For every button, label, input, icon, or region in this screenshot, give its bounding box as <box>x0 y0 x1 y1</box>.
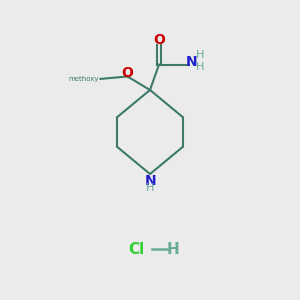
Text: N: N <box>145 174 156 188</box>
Text: N: N <box>186 55 198 69</box>
Text: Cl: Cl <box>128 242 145 256</box>
Text: H: H <box>196 62 205 73</box>
Text: H: H <box>166 242 179 256</box>
Text: O: O <box>153 33 165 46</box>
Text: O: O <box>121 66 133 80</box>
Text: H: H <box>196 50 205 61</box>
Text: methoxy: methoxy <box>68 76 99 82</box>
Text: H: H <box>146 183 154 193</box>
